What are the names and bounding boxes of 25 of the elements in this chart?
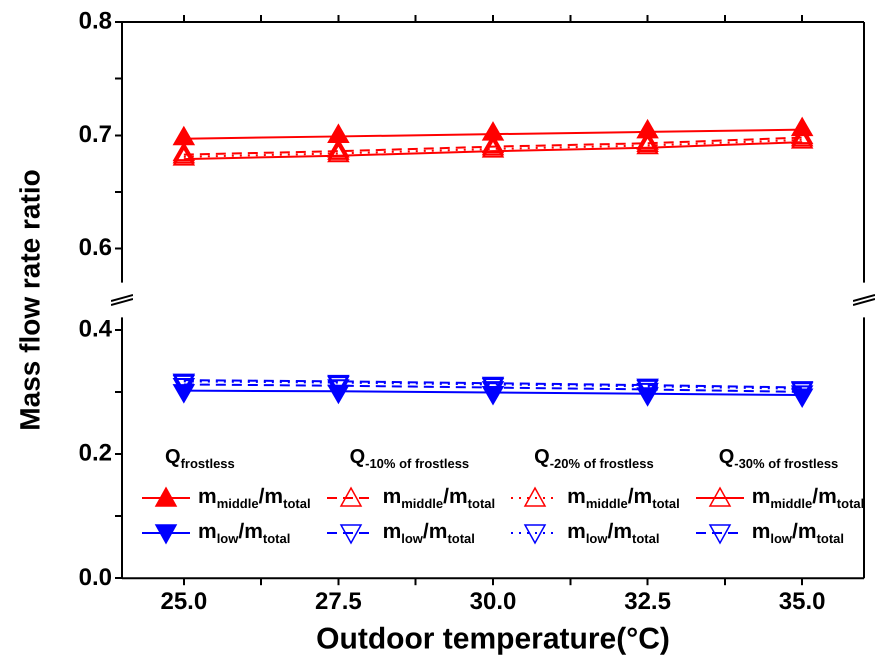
legend-label: m$_{middle}$/m$_{total}$ — [567, 484, 680, 511]
annotation: Q$_{frostless}$ — [164, 446, 236, 474]
y-tick-label: 0.2 — [78, 440, 112, 467]
legend-label: m$_{low}$/m$_{total}$ — [752, 520, 844, 546]
legend-label: m$_{middle}$/m$_{total}$ — [752, 484, 864, 511]
x-axis-title: Outdoor temperature(°C) — [316, 622, 670, 656]
y-tick-label: 0.8 — [78, 8, 112, 35]
y-tick-label: 0.0 — [78, 564, 112, 591]
x-tick-label: 25.0 — [160, 588, 208, 616]
legend-label: m$_{low}$/m$_{total}$ — [382, 520, 475, 546]
x-tick-label: 27.5 — [315, 588, 362, 616]
y-tick-label: 0.6 — [78, 234, 112, 262]
annotation: Q$_{-30% of frostless}$ — [718, 446, 840, 474]
legend-label: m$_{middle}$/m$_{total}$ — [382, 484, 496, 511]
x-tick-label: 30.0 — [470, 588, 516, 616]
y-tick-label: 0.4 — [78, 315, 113, 342]
legend-label: m$_{middle}$/m$_{total}$ — [198, 484, 311, 511]
annotation: Q$_{-20% of frostless}$ — [533, 446, 655, 474]
x-tick-label: 32.5 — [624, 588, 671, 616]
x-tick-label: 35.0 — [778, 588, 826, 616]
y-tick-label: 0.7 — [78, 120, 112, 148]
y-axis-title: Mass flow rate ratio — [14, 169, 46, 431]
legend-label: m$_{low}$/m$_{total}$ — [198, 520, 290, 546]
annotation: Q$_{-10% of frostless}$ — [348, 446, 470, 474]
legend-label: m$_{low}$/m$_{total}$ — [567, 520, 660, 546]
